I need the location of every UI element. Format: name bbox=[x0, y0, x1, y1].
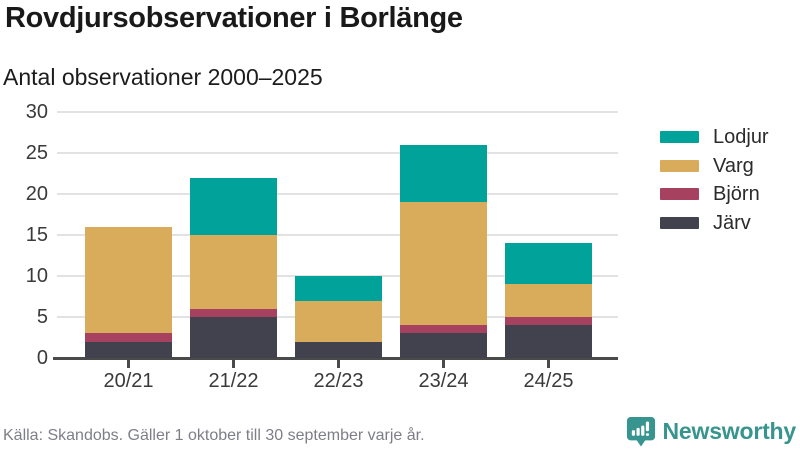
bar-segment-lodjur bbox=[295, 276, 382, 301]
y-axis-tick-label: 15 bbox=[25, 224, 48, 246]
newsworthy-brand[interactable]: Newsworthy bbox=[626, 416, 796, 447]
x-axis-label: 20/21 bbox=[103, 370, 154, 392]
gridline bbox=[57, 193, 618, 195]
bar-segment-varg bbox=[190, 235, 277, 309]
x-axis-tick bbox=[232, 359, 235, 368]
legend-label: Lodjur bbox=[713, 126, 769, 148]
bar-segment-jarv bbox=[85, 341, 172, 358]
y-axis-tick-label: 0 bbox=[36, 347, 48, 369]
bar-segment-jarv bbox=[190, 317, 277, 358]
y-axis-tick-label: 30 bbox=[25, 101, 48, 123]
bar-segment-bjorn bbox=[85, 333, 172, 342]
source-note: Källa: Skandobs. Gäller 1 oktober till 3… bbox=[3, 427, 425, 444]
brand-name: Newsworthy bbox=[662, 418, 797, 444]
bar-segment-varg bbox=[85, 226, 172, 334]
legend-swatch-bjorn bbox=[660, 188, 699, 200]
bar-segment-varg bbox=[400, 202, 487, 326]
bar-segment-jarv bbox=[505, 325, 592, 358]
bar-segment-bjorn bbox=[400, 325, 487, 334]
x-axis-tick bbox=[547, 359, 550, 368]
legend-swatch-varg bbox=[660, 159, 699, 172]
y-axis-tick-label: 10 bbox=[25, 265, 48, 287]
legend-label: Järv bbox=[713, 211, 751, 234]
bar-segment-jarv bbox=[400, 333, 487, 358]
chart-subtitle: Antal observationer 2000–2025 bbox=[3, 64, 323, 90]
bar-segment-lodjur bbox=[505, 243, 592, 285]
y-axis-tick-label: 5 bbox=[36, 306, 48, 328]
bar-segment-varg bbox=[505, 284, 592, 317]
x-axis-label: 24/25 bbox=[523, 370, 574, 392]
legend-label: Varg bbox=[713, 154, 754, 177]
chart-title: Rovdjursobservationer i Borlänge bbox=[5, 2, 463, 34]
gridline bbox=[57, 111, 618, 113]
bar-segment-bjorn bbox=[190, 308, 277, 317]
x-axis-label: 21/22 bbox=[208, 370, 259, 392]
y-axis-tick-label: 20 bbox=[25, 183, 48, 205]
newsworthy-logo-icon bbox=[626, 416, 655, 447]
x-axis-label: 22/23 bbox=[313, 370, 364, 392]
bar-segment-bjorn bbox=[505, 317, 592, 326]
x-axis-label: 23/24 bbox=[418, 370, 469, 392]
x-axis-tick bbox=[442, 359, 445, 368]
legend-label: Björn bbox=[713, 183, 760, 205]
x-axis-tick bbox=[127, 359, 130, 368]
gridline bbox=[57, 234, 618, 236]
x-axis-baseline bbox=[53, 357, 618, 360]
bar-segment-jarv bbox=[295, 341, 382, 358]
legend-swatch-lodjur bbox=[660, 131, 699, 143]
gridline bbox=[57, 152, 618, 154]
bar-segment-varg bbox=[295, 300, 382, 342]
bar-segment-lodjur bbox=[400, 144, 487, 203]
legend-swatch-jarv bbox=[660, 216, 699, 229]
y-axis-tick-label: 25 bbox=[25, 142, 48, 164]
bar-segment-lodjur bbox=[190, 177, 277, 235]
x-axis-tick bbox=[337, 359, 340, 368]
